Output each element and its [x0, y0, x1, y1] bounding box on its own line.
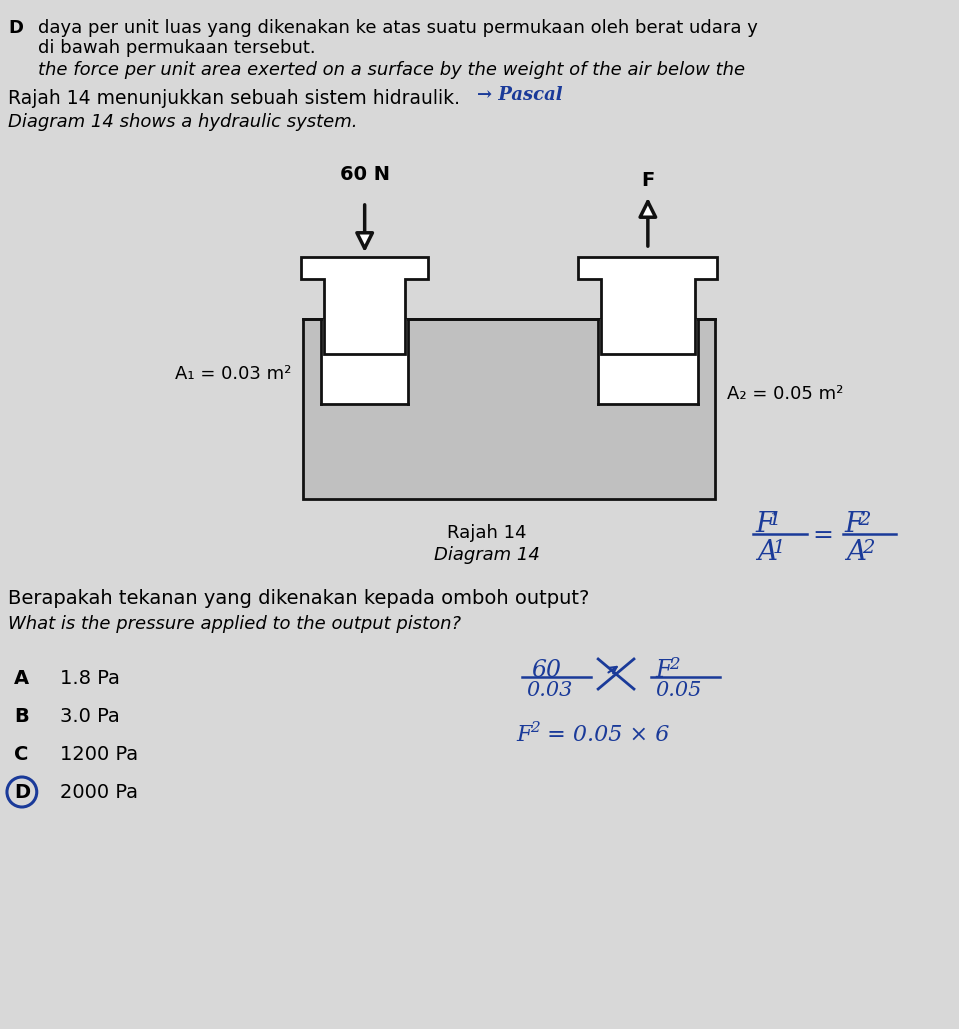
Text: = 0.05 × 6: = 0.05 × 6: [540, 724, 669, 746]
Text: → Pascal: → Pascal: [477, 86, 563, 104]
Text: F: F: [656, 659, 672, 682]
Text: F: F: [517, 724, 532, 746]
Text: 1200 Pa: 1200 Pa: [59, 745, 138, 764]
Text: F: F: [755, 511, 775, 538]
Bar: [598, 319, 697, 404]
Text: 2: 2: [668, 657, 679, 673]
Text: Diagram 14 shows a hydraulic system.: Diagram 14 shows a hydraulic system.: [8, 113, 358, 131]
Text: C: C: [14, 745, 28, 764]
Polygon shape: [578, 257, 717, 354]
Text: 0.03: 0.03: [526, 681, 573, 700]
Text: di bawah permukaan tersebut.: di bawah permukaan tersebut.: [37, 39, 316, 57]
Text: Rajah 14: Rajah 14: [447, 524, 526, 542]
Text: 1.8 Pa: 1.8 Pa: [59, 669, 120, 688]
Text: Rajah 14 menunjukkan sebuah sistem hidraulik.: Rajah 14 menunjukkan sebuah sistem hidra…: [8, 88, 460, 108]
Text: the force per unit area exerted on a surface by the weight of the air below the: the force per unit area exerted on a sur…: [37, 61, 745, 79]
Text: F: F: [642, 171, 654, 190]
Text: 60 N: 60 N: [339, 165, 389, 184]
Bar: [321, 319, 409, 404]
Text: Diagram 14: Diagram 14: [433, 546, 540, 564]
Text: daya per unit luas yang dikenakan ke atas suatu permukaan oleh berat udara y: daya per unit luas yang dikenakan ke ata…: [37, 19, 758, 37]
Text: 2: 2: [858, 511, 871, 529]
Text: 60: 60: [531, 659, 562, 682]
Text: What is the pressure applied to the output piston?: What is the pressure applied to the outp…: [8, 615, 461, 633]
Text: D: D: [14, 783, 30, 802]
Text: 2: 2: [862, 539, 875, 557]
Text: 1: 1: [773, 539, 785, 557]
Text: 2: 2: [529, 721, 539, 735]
Text: A: A: [14, 669, 29, 688]
Polygon shape: [301, 257, 429, 354]
Bar: [303, 319, 715, 499]
Text: B: B: [14, 707, 29, 726]
Text: 0.05: 0.05: [656, 681, 702, 700]
Text: 3.0 Pa: 3.0 Pa: [59, 707, 119, 726]
Text: Berapakah tekanan yang dikenakan kepada omboh output?: Berapakah tekanan yang dikenakan kepada …: [8, 589, 590, 608]
Text: 1: 1: [769, 511, 782, 529]
Text: =: =: [813, 524, 833, 547]
Text: A₁ = 0.03 m²: A₁ = 0.03 m²: [175, 365, 292, 383]
Text: F: F: [845, 511, 864, 538]
Text: A: A: [758, 539, 777, 566]
Text: D: D: [8, 19, 23, 37]
Text: A: A: [847, 539, 867, 566]
Text: A₂ = 0.05 m²: A₂ = 0.05 m²: [727, 385, 844, 403]
Text: 2000 Pa: 2000 Pa: [59, 783, 138, 802]
